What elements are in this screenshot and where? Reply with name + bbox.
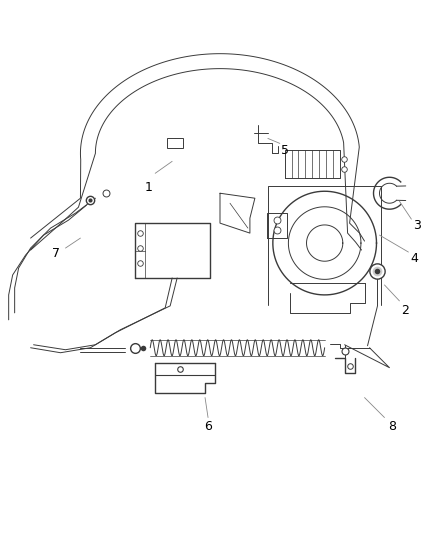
Text: 8: 8 <box>388 420 396 433</box>
Text: 7: 7 <box>51 247 60 260</box>
Text: 1: 1 <box>144 181 152 194</box>
Text: 2: 2 <box>401 304 408 317</box>
Text: 4: 4 <box>410 252 417 264</box>
Text: 5: 5 <box>280 144 288 157</box>
Text: 3: 3 <box>413 219 420 232</box>
Text: 6: 6 <box>204 420 212 433</box>
FancyBboxPatch shape <box>167 139 183 148</box>
